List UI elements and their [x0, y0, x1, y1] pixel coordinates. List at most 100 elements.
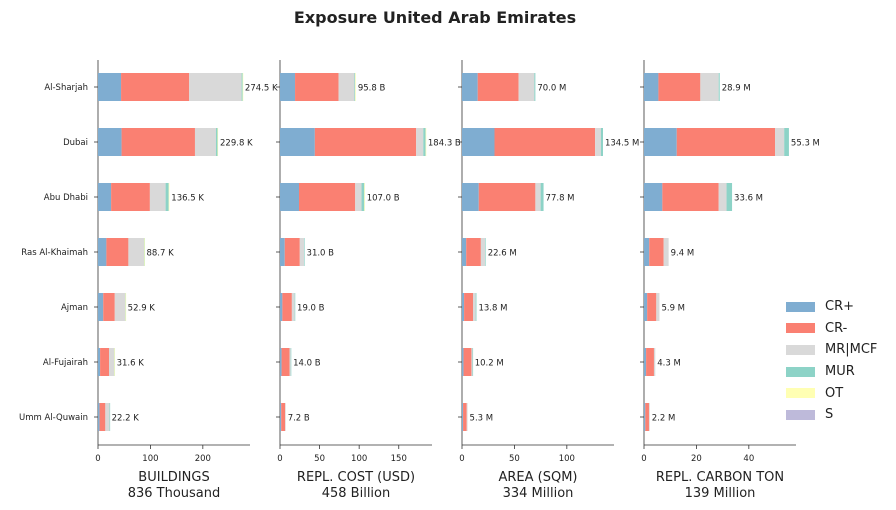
x-tick-label: 150 — [391, 454, 407, 464]
bar-total-label: 274.5 K — [245, 84, 278, 94]
legend-label: S — [825, 407, 834, 423]
bar-segment-mur — [534, 73, 536, 101]
bar-segment-cr+ — [644, 348, 647, 376]
bar-segment-mrmcf — [648, 403, 650, 431]
x-axis-label: BUILDINGS — [138, 470, 209, 485]
bar-segment-mrmcf — [355, 183, 362, 211]
bar-segment-cr- — [100, 348, 110, 376]
bar-total-label: 5.9 M — [661, 304, 685, 314]
bar-segment-cr+ — [98, 183, 112, 211]
bar-segment-mur — [472, 348, 474, 376]
legend-item: CR+ — [786, 296, 877, 318]
bar-segment-cr- — [658, 73, 701, 101]
bar-segment-cr+ — [644, 403, 646, 431]
bar-segment-mur — [475, 293, 477, 321]
bar-segment-cr- — [463, 348, 472, 376]
bar-segment-mur — [361, 183, 365, 211]
bar-segment-cr+ — [280, 183, 299, 211]
bar-segment-mur — [540, 183, 544, 211]
x-tick-label: 0 — [641, 454, 646, 464]
bar-segment-mrmcf — [291, 293, 295, 321]
legend-item: MR|MCF — [786, 339, 877, 361]
bar-total-label: 13.8 M — [478, 304, 507, 314]
bar-segment-cr- — [494, 128, 596, 156]
bar-segment-cr+ — [644, 238, 650, 266]
category-label: Ras Al-Khaimah — [21, 248, 88, 258]
bar-total-label: 5.3 M — [470, 414, 494, 424]
bar-segment-cr+ — [462, 348, 464, 376]
legend-label: OT — [825, 385, 844, 401]
bar-total-label: 184.3 B — [428, 139, 461, 149]
bar-segment-mur — [784, 128, 789, 156]
bar-total-label: 136.5 K — [171, 194, 204, 204]
bar-segment-mrmcf — [775, 128, 785, 156]
legend-item: MUR — [786, 361, 877, 383]
bar-segment-cr- — [299, 183, 356, 211]
bar-segment-cr+ — [280, 73, 296, 101]
bar-segment-mrmcf — [471, 348, 473, 376]
bar-segment-mur — [294, 293, 296, 321]
x-tick-label: 100 — [142, 454, 158, 464]
bar-segment-cr- — [647, 293, 657, 321]
bar-segment-cr- — [111, 183, 150, 211]
bar-total-label: 107.0 B — [367, 194, 400, 204]
panel-total-label: 458 Billion — [322, 486, 391, 501]
bar-total-label: 22.6 M — [488, 249, 517, 259]
bar-segment-mur — [726, 183, 733, 211]
bar-segment-mrmcf — [285, 403, 286, 431]
bar-total-label: 14.0 B — [293, 359, 321, 369]
bar-segment-mrmcf — [473, 293, 476, 321]
bar-segment-mrmcf — [109, 348, 115, 376]
bar-segment-cr- — [121, 128, 195, 156]
bar-segment-cr+ — [280, 348, 282, 376]
legend-swatch — [786, 323, 815, 334]
bar-segment-cr+ — [98, 403, 100, 431]
bar-segment-cr- — [295, 73, 339, 101]
bar-segment-ot — [114, 348, 116, 376]
legend-label: CR- — [825, 320, 848, 336]
bar-segment-cr+ — [644, 293, 648, 321]
bar-segment-cr- — [106, 238, 129, 266]
bar-segment-mur — [485, 238, 486, 266]
bar-segment-cr- — [103, 293, 115, 321]
bar-total-label: 9.4 M — [671, 249, 695, 259]
category-label: Al-Sharjah — [44, 83, 88, 93]
bar-segment-mur — [165, 183, 169, 211]
bar-segment-mrmcf — [718, 183, 727, 211]
x-tick-label: 50 — [509, 454, 520, 464]
bar-segment-mur — [718, 73, 720, 101]
bar-segment-mur — [304, 238, 305, 266]
bar-segment-mur — [354, 73, 356, 101]
x-tick-label: 0 — [459, 454, 464, 464]
bar-segment-cr- — [464, 293, 474, 321]
bar-segment-mur — [215, 128, 218, 156]
x-tick-label: 0 — [95, 454, 100, 464]
bar-total-label: 55.3 M — [791, 139, 820, 149]
bar-segment-cr+ — [280, 403, 282, 431]
legend-swatch — [786, 409, 815, 420]
bar-segment-cr+ — [644, 183, 663, 211]
bar-segment-cr- — [314, 128, 417, 156]
category-label: Ajman — [61, 303, 88, 313]
legend-item: S — [786, 404, 877, 426]
bar-segment-cr+ — [98, 128, 122, 156]
bar-segment-cr+ — [98, 293, 104, 321]
bar-segment-cr- — [281, 348, 290, 376]
bar-segment-cr- — [281, 403, 286, 431]
bar-segment-cr+ — [98, 73, 122, 101]
bar-segment-mrmcf — [189, 73, 242, 101]
bar-total-label: 95.8 B — [358, 84, 386, 94]
x-tick-label: 40 — [743, 454, 754, 464]
legend-item: CR- — [786, 318, 877, 340]
bar-segment-mur — [600, 128, 603, 156]
x-axis-label: REPL. COST (USD) — [297, 470, 415, 485]
bar-segment-mur — [423, 128, 426, 156]
bar-segment-mrmcf — [656, 293, 660, 321]
bar-segment-cr- — [478, 183, 536, 211]
bar-segment-cr+ — [462, 73, 478, 101]
bar-segment-mrmcf — [518, 73, 535, 101]
bar-segment-mrmcf — [653, 348, 656, 376]
bar-segment-mrmcf — [338, 73, 355, 101]
bar-segment-mrmcf — [663, 238, 669, 266]
bar-segment-mrmcf — [595, 128, 601, 156]
